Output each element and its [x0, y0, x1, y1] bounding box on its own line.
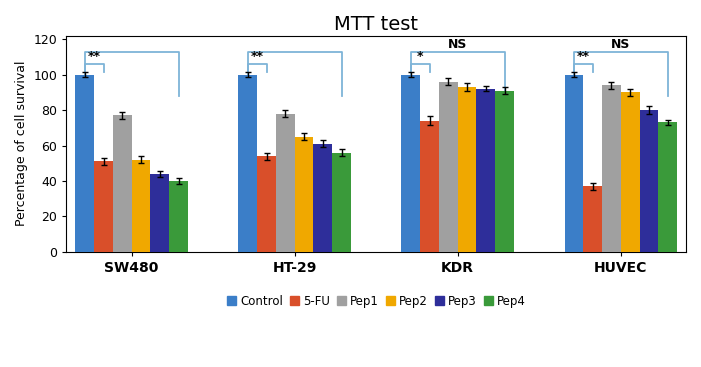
Bar [294, 137, 313, 252]
Text: **: ** [88, 50, 101, 63]
Bar [276, 113, 294, 252]
Bar [169, 181, 188, 252]
Bar [402, 75, 420, 252]
Bar [94, 161, 113, 252]
Y-axis label: Percentage of cell survival: Percentage of cell survival [15, 61, 28, 226]
Text: **: ** [577, 50, 590, 63]
Bar [495, 91, 514, 252]
Bar [658, 123, 677, 252]
Bar [602, 85, 621, 252]
Bar [132, 160, 151, 252]
Bar [583, 186, 602, 252]
Text: NS: NS [448, 38, 468, 51]
Bar [439, 82, 458, 252]
Bar [477, 89, 495, 252]
Bar [238, 75, 257, 252]
Bar [113, 115, 132, 252]
Bar [313, 144, 332, 252]
Title: MTT test: MTT test [334, 15, 418, 34]
Bar [257, 156, 276, 252]
Text: NS: NS [611, 38, 630, 51]
Bar [621, 92, 639, 252]
Bar [332, 153, 351, 252]
Bar [76, 75, 94, 252]
Bar [564, 75, 583, 252]
Bar [151, 174, 169, 252]
Bar [639, 110, 658, 252]
Text: **: ** [251, 50, 264, 63]
Legend: Control, 5-FU, Pep1, Pep2, Pep3, Pep4: Control, 5-FU, Pep1, Pep2, Pep3, Pep4 [222, 290, 530, 313]
Bar [458, 87, 477, 252]
Bar [420, 121, 439, 252]
Text: *: * [417, 50, 423, 63]
